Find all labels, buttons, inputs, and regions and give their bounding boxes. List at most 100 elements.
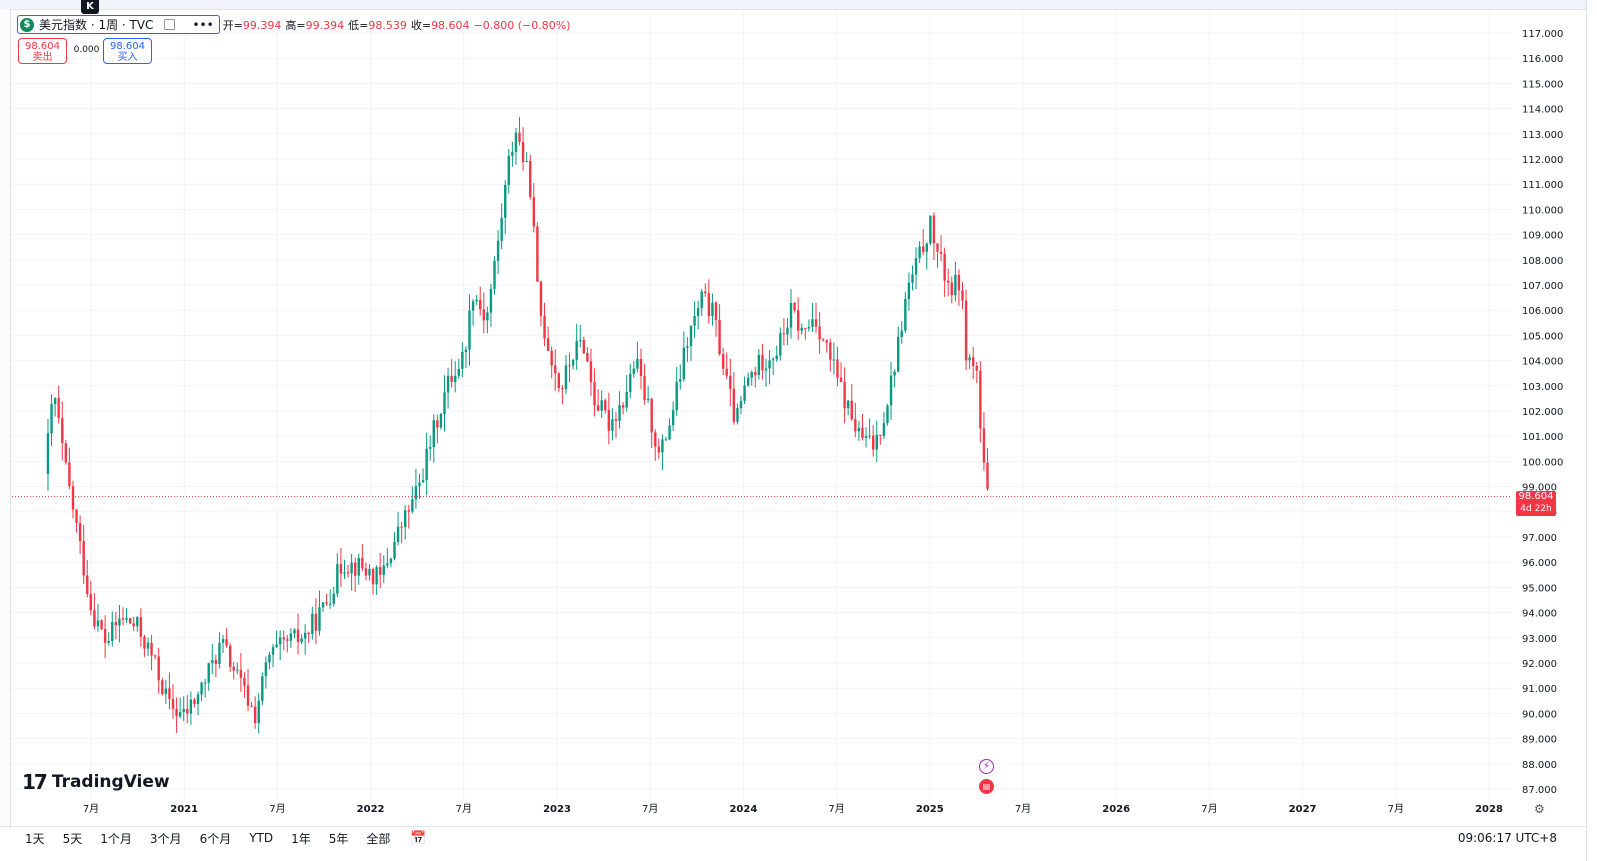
candle-body xyxy=(571,359,575,366)
candle-body xyxy=(536,226,539,282)
candle-body xyxy=(750,371,753,378)
candle-body xyxy=(643,375,646,400)
candle-body xyxy=(103,629,107,643)
candle-body xyxy=(947,280,950,283)
low-label: 低 xyxy=(348,18,360,32)
candle-body xyxy=(407,510,410,512)
candle-body xyxy=(168,688,171,699)
range-5d[interactable]: 5天 xyxy=(62,831,83,846)
candle-body xyxy=(686,346,689,348)
time-tick-label: 2028 xyxy=(1475,804,1503,815)
candle-body xyxy=(907,282,911,299)
candle-body xyxy=(668,425,671,440)
tradingview-mark-icon: 17 xyxy=(22,770,48,794)
candle-body xyxy=(725,368,728,376)
candle-body xyxy=(600,400,603,411)
candle-body xyxy=(875,434,878,450)
candle-body xyxy=(625,391,628,408)
candle-body xyxy=(471,301,475,311)
buy-price: 98.604 xyxy=(110,41,145,52)
candle-body xyxy=(436,420,439,428)
candle-body xyxy=(621,405,625,408)
candle-body xyxy=(86,575,89,595)
candle-body xyxy=(589,361,593,383)
range-all[interactable]: 全部 xyxy=(366,831,391,846)
candle-body xyxy=(675,381,678,411)
range-5y[interactable]: 5年 xyxy=(328,831,349,846)
candle-body xyxy=(611,419,614,431)
candle-body xyxy=(311,613,314,635)
candle-body xyxy=(654,432,657,447)
candle-body xyxy=(564,365,568,390)
candle-body xyxy=(986,462,989,489)
candle-body xyxy=(178,712,182,717)
candle-body xyxy=(561,388,564,390)
sell-button[interactable]: 98.604 卖出 xyxy=(18,38,67,64)
buy-button[interactable]: 98.604 买入 xyxy=(103,38,152,64)
candle-body xyxy=(132,623,135,627)
candle-body xyxy=(957,274,961,291)
us-flag-event-icon[interactable]: ▤ xyxy=(979,779,994,794)
candle-body xyxy=(889,375,893,406)
current-price-tag: 98.604 4d 22h xyxy=(1516,491,1556,516)
candle-body xyxy=(650,398,653,433)
calendar-icon[interactable]: 📅 xyxy=(410,830,427,846)
candle-body xyxy=(382,565,385,575)
candle-body xyxy=(53,398,57,405)
more-icon[interactable]: ••• xyxy=(192,17,214,32)
lightning-event-icon[interactable]: ⚡ xyxy=(979,759,994,774)
range-3m[interactable]: 3个月 xyxy=(149,831,182,846)
price-tick-label: 93.000 xyxy=(1522,634,1557,645)
candle-body xyxy=(914,258,918,275)
candle-body xyxy=(814,319,818,327)
candle-body xyxy=(268,654,271,663)
candle-body xyxy=(896,336,900,372)
symbol-title: 美元指数 · 1周 · TVC xyxy=(39,18,154,32)
candle-body xyxy=(214,660,218,664)
range-1m[interactable]: 1个月 xyxy=(100,831,132,846)
k-badge[interactable]: K xyxy=(81,0,99,14)
tradingview-logo[interactable]: 17 TradingView xyxy=(22,770,170,794)
candle-body xyxy=(418,482,421,487)
price-tick-label: 105.000 xyxy=(1522,331,1563,342)
candle-body xyxy=(121,618,125,620)
top-toolbar-edge xyxy=(0,0,1597,10)
range-6m[interactable]: 6个月 xyxy=(199,831,232,846)
right-panel-edge xyxy=(1586,0,1597,861)
candle-body xyxy=(582,340,586,354)
price-tick-label: 91.000 xyxy=(1522,684,1557,695)
candle-body xyxy=(861,427,864,438)
flag-icon[interactable] xyxy=(164,19,176,30)
price-tick-label: 107.000 xyxy=(1522,281,1563,292)
candle-body xyxy=(714,302,718,320)
candle-body xyxy=(371,568,375,585)
candle-body xyxy=(375,567,378,585)
candle-body xyxy=(143,636,146,649)
range-ytd[interactable]: YTD xyxy=(249,831,274,845)
candle-body xyxy=(972,357,975,366)
candle-body xyxy=(111,622,114,641)
candle-body xyxy=(661,439,664,453)
candle-body xyxy=(939,251,943,254)
candle-body xyxy=(336,564,339,594)
gear-icon[interactable]: ⚙ xyxy=(1534,802,1545,816)
candle-body xyxy=(568,365,571,367)
candle-body xyxy=(414,486,418,500)
candle-body xyxy=(657,446,661,453)
candle-body xyxy=(904,298,907,331)
range-1d[interactable]: 1天 xyxy=(25,831,45,846)
candle-body xyxy=(479,299,482,310)
candle-body xyxy=(754,371,757,376)
sell-price: 98.604 xyxy=(25,41,60,52)
candle-body xyxy=(346,572,350,574)
candle-body xyxy=(396,526,400,542)
candle-body xyxy=(207,663,210,683)
symbol-selector[interactable]: $ 美元指数 · 1周 · TVC ••• xyxy=(17,15,220,34)
candle-body xyxy=(68,462,71,487)
clock[interactable]: 09:06:17 UTC+8 xyxy=(1457,831,1557,845)
range-1y[interactable]: 1年 xyxy=(291,831,311,846)
candle-body xyxy=(50,404,53,434)
candle-body xyxy=(389,558,393,564)
candle-body xyxy=(446,375,450,393)
